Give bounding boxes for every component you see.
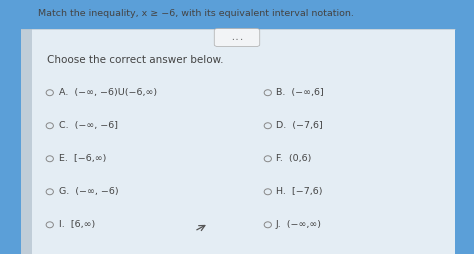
Bar bbox=[21, 0, 455, 29]
FancyBboxPatch shape bbox=[214, 28, 260, 46]
Text: J.  (−∞,∞): J. (−∞,∞) bbox=[276, 220, 322, 229]
Text: H.  [−7,6): H. [−7,6) bbox=[276, 187, 322, 196]
Text: F.  (0,6): F. (0,6) bbox=[276, 154, 311, 163]
Text: E.  [−6,∞): E. [−6,∞) bbox=[59, 154, 107, 163]
Text: Choose the correct answer below.: Choose the correct answer below. bbox=[47, 55, 224, 65]
Text: A.  (−∞, −6)U(−6,∞): A. (−∞, −6)U(−6,∞) bbox=[59, 88, 157, 97]
Text: D.  (−7,6]: D. (−7,6] bbox=[276, 121, 323, 130]
Text: B.  (−∞,6]: B. (−∞,6] bbox=[276, 88, 324, 97]
Text: I.  [6,∞): I. [6,∞) bbox=[59, 220, 95, 229]
Text: G.  (−∞, −6): G. (−∞, −6) bbox=[59, 187, 119, 196]
FancyBboxPatch shape bbox=[21, 0, 455, 254]
Text: C.  (−∞, −6]: C. (−∞, −6] bbox=[59, 121, 118, 130]
Text: Match the inequality, x ≥ −6, with its equivalent interval notation.: Match the inequality, x ≥ −6, with its e… bbox=[38, 9, 354, 19]
Bar bbox=[21, 29, 32, 254]
Text: ...: ... bbox=[230, 33, 244, 42]
